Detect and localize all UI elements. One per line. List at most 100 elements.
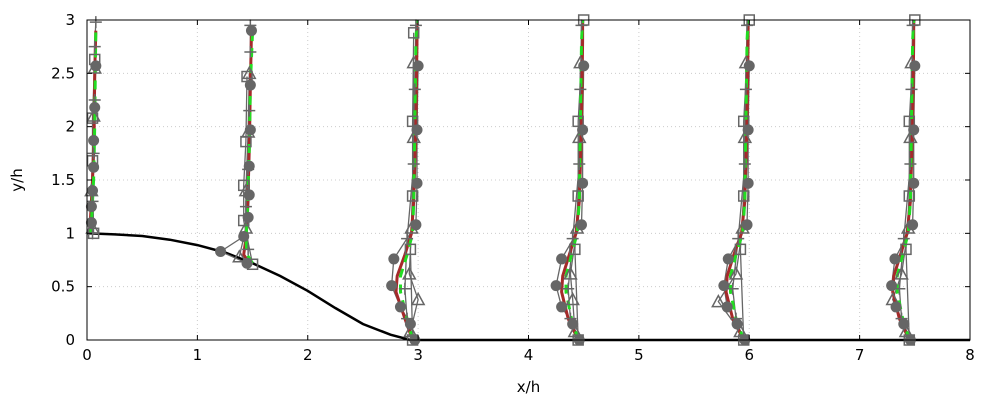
triangle-marker bbox=[573, 55, 588, 69]
plus-marker bbox=[897, 232, 910, 245]
circle-marker bbox=[890, 301, 902, 313]
plus-marker bbox=[244, 19, 257, 32]
plus-marker bbox=[738, 158, 751, 170]
x-tick-label: 3 bbox=[413, 346, 423, 364]
triangle-marker bbox=[240, 124, 256, 138]
axis-ticks: 0 1 2 3 4 5 6 7 8 0 0.5 1 1.5 2 2.5 3 bbox=[51, 11, 975, 364]
x-axis-label: x/h bbox=[517, 378, 540, 396]
plus-marker bbox=[726, 282, 739, 295]
square-marker bbox=[406, 190, 419, 202]
triangle-marker bbox=[733, 323, 748, 338]
square-marker bbox=[900, 243, 912, 256]
plus-marker bbox=[409, 19, 422, 32]
plus-marker bbox=[739, 83, 752, 96]
square-marker bbox=[86, 155, 99, 167]
circle-marker bbox=[909, 60, 921, 72]
square-marker bbox=[737, 190, 750, 202]
circle-marker bbox=[244, 79, 256, 91]
square-marker bbox=[246, 258, 259, 271]
triangle-marker bbox=[894, 266, 909, 280]
plus-marker bbox=[243, 104, 256, 117]
station-profile bbox=[386, 19, 426, 346]
plus-marker bbox=[574, 83, 587, 96]
circle-marker bbox=[577, 177, 589, 189]
triangle-marker bbox=[410, 291, 426, 306]
plus-marker bbox=[88, 40, 101, 53]
square-marker bbox=[88, 53, 101, 66]
plus-marker bbox=[564, 312, 577, 325]
triangle-marker bbox=[900, 220, 916, 234]
square-marker bbox=[572, 190, 584, 202]
triangle-marker bbox=[711, 294, 726, 308]
grid-lines bbox=[87, 20, 970, 340]
y-tick-label: 2 bbox=[65, 118, 75, 136]
triangle-marker bbox=[402, 266, 417, 280]
circle-marker bbox=[743, 60, 755, 72]
x-tick-label: 0 bbox=[82, 346, 92, 364]
triangle-marker bbox=[86, 108, 101, 122]
y-tick-label: 1 bbox=[65, 224, 75, 242]
x-tick-label: 4 bbox=[524, 346, 534, 364]
circle-marker bbox=[556, 253, 568, 265]
circle-marker bbox=[578, 60, 590, 72]
circle-marker bbox=[85, 201, 97, 213]
triangle-marker bbox=[904, 55, 919, 69]
station-profile bbox=[885, 14, 921, 346]
square-marker bbox=[903, 115, 916, 128]
circle-marker bbox=[556, 301, 568, 313]
triangle-marker bbox=[232, 249, 247, 263]
circle-marker bbox=[718, 280, 730, 292]
x-tick-label: 8 bbox=[965, 346, 975, 364]
triangle-marker bbox=[403, 323, 418, 338]
circle-marker bbox=[238, 231, 250, 243]
station-profile bbox=[84, 16, 102, 240]
plus-marker bbox=[893, 282, 906, 295]
triangle-marker bbox=[738, 55, 754, 69]
triangle-marker bbox=[241, 65, 257, 80]
velocity-profiles bbox=[84, 14, 921, 346]
plus-marker bbox=[730, 312, 743, 325]
plus-marker bbox=[401, 232, 414, 245]
plus-marker bbox=[89, 16, 102, 29]
plus-marker bbox=[732, 232, 745, 245]
triangle-marker bbox=[737, 129, 753, 144]
circle-marker bbox=[742, 177, 754, 189]
y-tick-label: 0.5 bbox=[51, 278, 75, 296]
plus-marker bbox=[562, 282, 575, 295]
plus-marker bbox=[741, 19, 754, 32]
triangle-marker bbox=[735, 220, 750, 234]
circle-marker bbox=[215, 245, 227, 257]
plus-marker bbox=[87, 147, 100, 160]
plus-marker bbox=[239, 200, 252, 213]
triangle-marker bbox=[238, 220, 254, 234]
y-tick-label: 3 bbox=[65, 11, 75, 29]
circle-marker bbox=[388, 253, 400, 265]
x-tick-label: 6 bbox=[744, 346, 754, 364]
station-profile bbox=[550, 14, 590, 346]
plus-marker bbox=[905, 83, 918, 96]
plus-marker bbox=[566, 232, 579, 245]
circle-marker bbox=[245, 25, 257, 37]
triangle-marker bbox=[238, 183, 254, 197]
circle-marker bbox=[411, 177, 423, 189]
triangle-marker bbox=[563, 266, 578, 280]
hill-wall-line bbox=[86, 232, 970, 342]
circle-marker bbox=[394, 301, 406, 313]
plus-marker bbox=[242, 163, 255, 176]
plus-marker bbox=[575, 19, 588, 32]
y-axis-label: y/h bbox=[8, 168, 26, 191]
triangle-series-line bbox=[892, 62, 913, 332]
triangle-marker bbox=[565, 291, 580, 306]
square-marker bbox=[572, 115, 584, 128]
plus-marker bbox=[401, 312, 414, 325]
circle-marker bbox=[550, 280, 562, 292]
square-marker bbox=[569, 243, 581, 256]
triangle-marker bbox=[87, 60, 102, 74]
x-tick-label: 7 bbox=[855, 346, 865, 364]
square-marker bbox=[737, 115, 750, 128]
triangle-marker bbox=[903, 129, 918, 144]
square-marker bbox=[404, 243, 417, 256]
square-marker bbox=[237, 179, 250, 192]
circle-marker bbox=[721, 301, 733, 313]
circle-marker bbox=[88, 161, 100, 173]
